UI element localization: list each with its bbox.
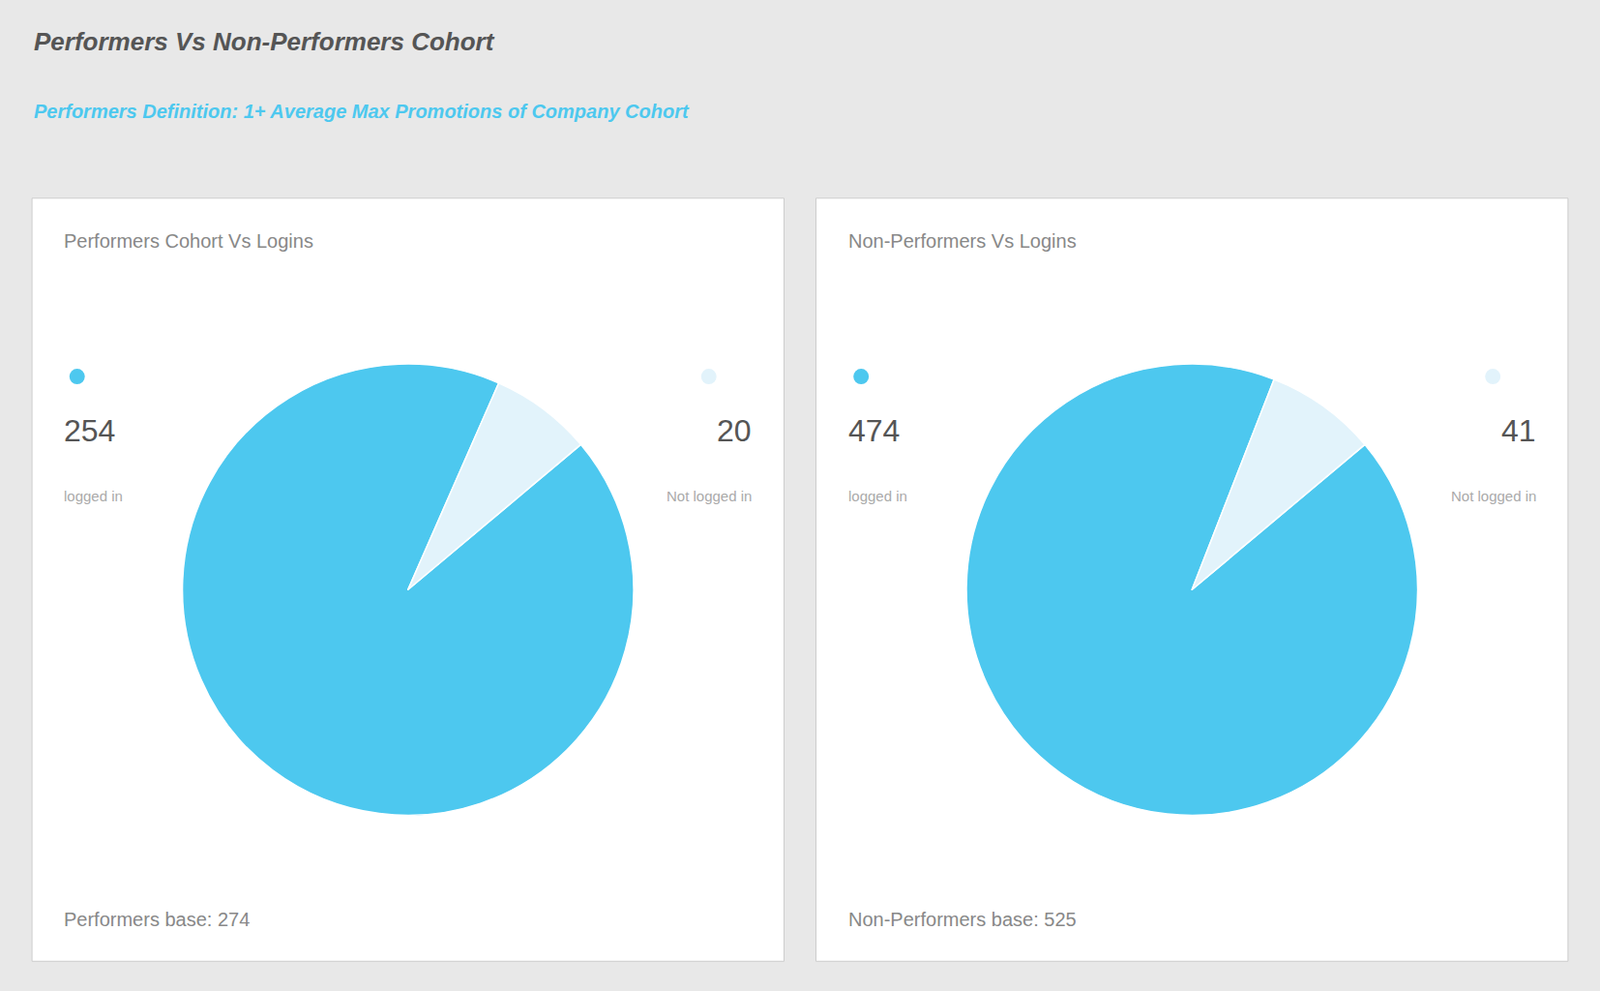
svg-text:logged in: logged in — [848, 487, 908, 504]
svg-text:Not logged in: Not logged in — [666, 487, 752, 504]
svg-text:Performers base: 274: Performers base: 274 — [63, 908, 250, 930]
svg-text:20: 20 — [716, 413, 752, 448]
svg-text:Not logged in: Not logged in — [1451, 487, 1537, 504]
svg-text:Non-Performers Vs Logins: Non-Performers Vs Logins — [848, 230, 1077, 252]
svg-text:Non-Performers base: 525: Non-Performers base: 525 — [848, 908, 1077, 930]
svg-text:474: 474 — [848, 413, 900, 448]
svg-text:Performers Definition: 1+ Aver: Performers Definition: 1+ Average Max Pr… — [33, 100, 690, 122]
svg-text:41: 41 — [1501, 413, 1537, 448]
svg-text:254: 254 — [63, 413, 116, 448]
svg-text:Performers Cohort Vs Logins: Performers Cohort Vs Logins — [63, 230, 314, 252]
svg-text:Performers Vs Non-Performers C: Performers Vs Non-Performers Cohort — [33, 27, 496, 57]
svg-text:logged in: logged in — [63, 487, 123, 504]
